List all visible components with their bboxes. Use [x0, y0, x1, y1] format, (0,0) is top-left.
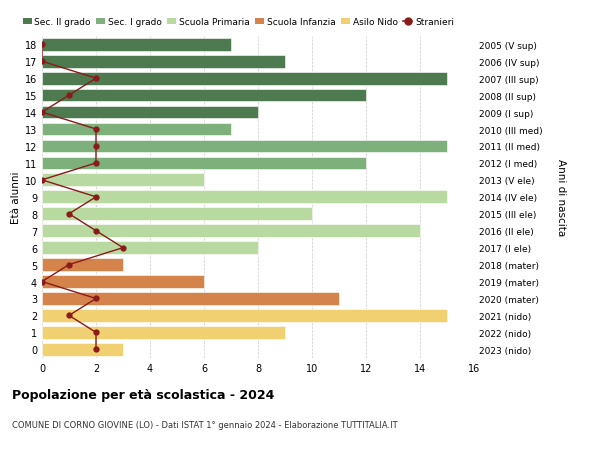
- Bar: [42, 259, 123, 271]
- Bar: [42, 174, 204, 187]
- Y-axis label: Età alunni: Età alunni: [11, 171, 20, 224]
- Bar: [42, 225, 420, 237]
- Bar: [42, 208, 312, 221]
- Bar: [42, 140, 447, 153]
- Bar: [42, 343, 123, 356]
- Bar: [42, 275, 204, 288]
- Bar: [42, 123, 231, 136]
- Bar: [42, 309, 447, 322]
- Bar: [42, 90, 366, 102]
- Bar: [42, 191, 447, 204]
- Bar: [42, 106, 258, 119]
- Legend: Sec. II grado, Sec. I grado, Scuola Primaria, Scuola Infanzia, Asilo Nido, Stran: Sec. II grado, Sec. I grado, Scuola Prim…: [23, 18, 454, 27]
- Text: COMUNE DI CORNO GIOVINE (LO) - Dati ISTAT 1° gennaio 2024 - Elaborazione TUTTITA: COMUNE DI CORNO GIOVINE (LO) - Dati ISTA…: [12, 420, 398, 429]
- Bar: [42, 39, 231, 51]
- Text: Popolazione per età scolastica - 2024: Popolazione per età scolastica - 2024: [12, 388, 274, 401]
- Bar: [42, 157, 366, 170]
- Bar: [42, 242, 258, 254]
- Bar: [42, 73, 447, 85]
- Bar: [42, 56, 285, 68]
- Bar: [42, 326, 285, 339]
- Bar: [42, 292, 339, 305]
- Y-axis label: Anni di nascita: Anni di nascita: [556, 159, 566, 236]
